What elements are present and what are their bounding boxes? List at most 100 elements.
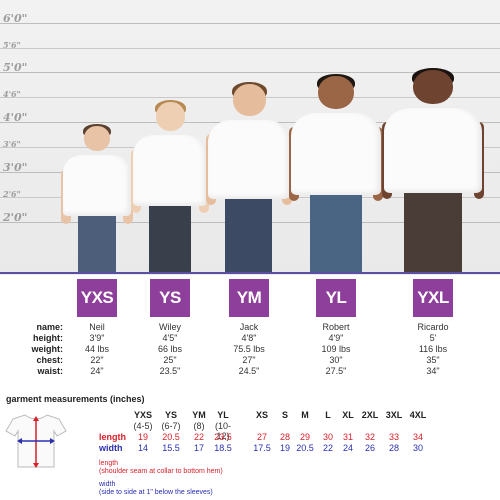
width-value: 22 [322, 443, 333, 453]
height-label: 4'0" [3, 111, 28, 124]
width-row-label: width [99, 443, 123, 453]
garment-size-header: 4XL [409, 410, 427, 420]
garment-size-header: 3XL [385, 410, 403, 420]
stat-value-name: Neil [89, 322, 105, 332]
stat-value-height: 4'8" [241, 333, 257, 343]
size-badge-ym: YM [229, 279, 269, 317]
height-label: 5'6" [3, 40, 21, 50]
height-label: 2'6" [3, 189, 21, 199]
size-badge-yxl: YXL [413, 279, 453, 317]
width-value: 17.5 [253, 443, 271, 453]
size-badge-yxs: YXS [77, 279, 117, 317]
stat-label-height: height: [33, 333, 63, 343]
width-value: 26 [364, 443, 375, 453]
length-row-label: length [99, 432, 126, 442]
tshirt-diagram-icon [5, 414, 67, 468]
height-line [0, 48, 500, 49]
garment-size-header: YM [192, 410, 206, 420]
garment-size-header: M [301, 410, 309, 420]
length-note-title: length [99, 460, 119, 467]
width-note-text: (side to side at 1" below the sleeves) [99, 489, 213, 496]
kid-figure [378, 68, 488, 272]
stat-value-weight: 75.5 lbs [233, 344, 265, 354]
stat-value-name: Wiley [159, 322, 181, 332]
stat-label-chest: chest: [36, 355, 63, 365]
length-value: 23.5 [214, 432, 232, 442]
length-value: 22 [193, 432, 204, 442]
height-line [0, 72, 500, 73]
stat-value-height: 5' [429, 333, 437, 343]
width-value: 18.5 [214, 443, 232, 453]
height-label: 5'0" [3, 61, 28, 74]
size-badge-ys: YS [150, 279, 190, 317]
stat-value-chest: 27" [242, 355, 256, 365]
kid-figure [127, 100, 213, 272]
garment-size-header: L [325, 410, 331, 420]
stat-label-weight: weight: [31, 344, 64, 354]
size-badge-yl: YL [316, 279, 356, 317]
garment-size-header: S [281, 410, 288, 420]
width-value: 19 [279, 443, 290, 453]
stat-value-chest: 22" [90, 355, 104, 365]
kid-figure [57, 124, 137, 272]
length-note: length (shoulder seam at collar to botto… [99, 460, 223, 476]
stat-value-height: 3'9" [89, 333, 105, 343]
garment-size-header: XS [255, 410, 268, 420]
length-value: 28 [279, 432, 290, 442]
length-value: 32 [364, 432, 375, 442]
stat-value-height: 4'5" [162, 333, 178, 343]
length-note-text: (shoulder seam at collar to bottom hem) [99, 468, 223, 475]
garment-age-range: (10-12) [214, 421, 231, 441]
length-value: 29 [299, 432, 310, 442]
height-label: 4'6" [3, 89, 21, 99]
width-value: 30 [412, 443, 423, 453]
stat-value-waist: 23.5" [159, 366, 181, 376]
width-value: 14 [137, 443, 148, 453]
stat-value-weight: 116 lbs [418, 344, 448, 354]
stat-value-chest: 35" [426, 355, 440, 365]
garment-size-header: YXS [133, 410, 152, 420]
length-value: 31 [342, 432, 353, 442]
garment-measurements-title: garment measurements (inches) [6, 394, 145, 404]
garment-size-header: YL [217, 410, 229, 420]
height-label: 3'0" [3, 161, 28, 174]
stat-value-chest: 25" [163, 355, 177, 365]
width-value: 20.5 [296, 443, 314, 453]
stat-value-waist: 24.5" [238, 366, 260, 376]
length-value: 33 [388, 432, 399, 442]
stat-value-weight: 109 lbs [321, 344, 351, 354]
height-chart-photo: 6'0" 5'6" 5'0" 4'6" 4'0" 3'6" 3'0" 2'6" 2'0" [0, 0, 500, 275]
stat-label-name: name: [36, 322, 63, 332]
height-label: 6'0" [3, 12, 28, 25]
garment-age-range: (8) [193, 421, 205, 431]
stat-value-name: Robert [322, 322, 350, 332]
width-note: width (side to side at 1" below the slee… [99, 481, 213, 497]
garment-size-header: XL [342, 410, 354, 420]
garment-size-header: 2XL [361, 410, 379, 420]
stat-value-waist: 34" [426, 366, 440, 376]
kid-figure [202, 82, 296, 272]
stat-value-chest: 30" [329, 355, 343, 365]
length-value: 34 [412, 432, 423, 442]
length-value: 30 [322, 432, 333, 442]
stat-value-weight: 66 lbs [157, 344, 183, 354]
stat-value-waist: 24" [90, 366, 104, 376]
length-value: 19 [137, 432, 148, 442]
kid-figure [285, 74, 387, 272]
width-value: 28 [388, 443, 399, 453]
length-value: 27 [256, 432, 267, 442]
width-value: 24 [342, 443, 353, 453]
length-value: 20.5 [162, 432, 180, 442]
width-value: 17 [193, 443, 204, 453]
width-note-title: width [99, 481, 116, 488]
garment-age-range: (4-5) [133, 421, 153, 431]
garment-size-header: YS [164, 410, 177, 420]
garment-age-range: (6-7) [161, 421, 181, 431]
floor-line [0, 272, 500, 274]
height-label: 3'6" [3, 139, 21, 149]
stat-value-name: Ricardo [417, 322, 449, 332]
stat-value-waist: 27.5" [325, 366, 347, 376]
stat-value-height: 4'9" [328, 333, 344, 343]
stat-value-weight: 44 lbs [84, 344, 110, 354]
width-value: 15.5 [162, 443, 180, 453]
